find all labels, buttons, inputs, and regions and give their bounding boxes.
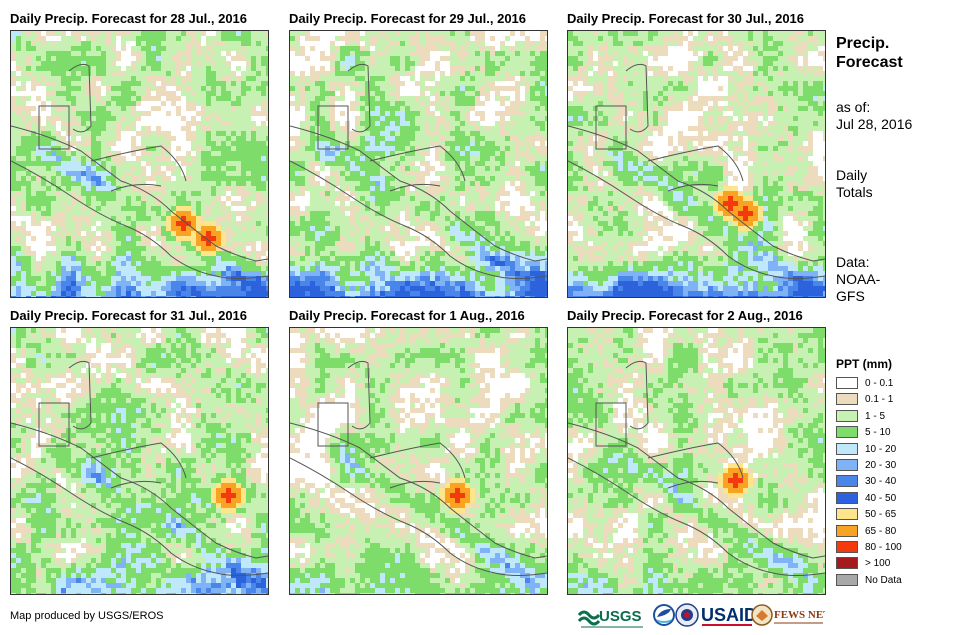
legend-title: PPT (mm) [836, 357, 893, 371]
legend-swatch [836, 377, 858, 389]
precip-map-5 [289, 327, 548, 595]
as-of-block: as of: Jul 28, 2016 [836, 99, 912, 133]
legend-label: 30 - 40 [865, 476, 897, 488]
precip-map-1 [10, 30, 269, 298]
data-source-line1: NOAA- [836, 271, 881, 287]
as-of-date: Jul 28, 2016 [836, 116, 913, 132]
legend-swatch [836, 426, 858, 439]
precip-map-3 [567, 30, 826, 298]
usaid-logo: USAID [701, 605, 757, 626]
legend-swatch [836, 459, 858, 471]
precip-grid [11, 31, 268, 297]
legend-label: 20 - 30 [865, 460, 897, 471]
as-of-label: as of: [836, 99, 871, 115]
panel-title-6: Daily Precip. Forecast for 2 Aug., 2016 [567, 308, 803, 323]
legend-label: 0 - 0.1 [865, 378, 894, 389]
legend-swatch [836, 524, 858, 537]
totals-line1: Daily [836, 167, 868, 183]
legend-label: 1 - 5 [865, 410, 886, 422]
legend-swatch [836, 557, 858, 570]
noaa-logo [653, 604, 675, 626]
legend-swatch [836, 573, 858, 586]
data-source-block: Data: NOAA- GFS [836, 254, 880, 305]
usgs-logo: USGS [577, 608, 643, 628]
legend-swatch [836, 475, 858, 488]
legend-swatch [836, 442, 858, 455]
usaid-seal [675, 603, 699, 627]
totals-line2: Totals [836, 184, 873, 200]
legend-label: 5 - 10 [865, 427, 891, 439]
panel-title-3: Daily Precip. Forecast for 30 Jul., 2016 [567, 11, 805, 26]
fews-net-logo: FEWS NET [751, 604, 825, 626]
totals-block: Daily Totals [836, 167, 873, 201]
precip-map-4 [10, 327, 269, 595]
panel-title-1: Daily Precip. Forecast for 28 Jul., 2016 [10, 11, 248, 26]
legend-label: 10 - 20 [865, 443, 897, 455]
legend-label: 50 - 65 [865, 509, 897, 521]
sidebar-title-line1: Precip. [836, 35, 890, 52]
precip-grid [11, 328, 268, 594]
legend-label: 80 - 100 [865, 542, 902, 553]
legend-swatch [836, 508, 858, 521]
precip-map-6 [567, 327, 826, 595]
panel-title-5: Daily Precip. Forecast for 1 Aug., 2016 [289, 308, 525, 323]
legend-label: 65 - 80 [865, 525, 897, 537]
legend-label: No Data [865, 574, 902, 586]
legend-swatch [836, 491, 858, 504]
data-source-label: Data: [836, 254, 870, 270]
precip-grid [290, 328, 547, 594]
data-source-line2: GFS [836, 288, 865, 304]
legend-label: 40 - 50 [865, 492, 897, 504]
map-credit: Map produced by USGS/EROS [10, 610, 164, 622]
legend-label: > 100 [865, 558, 891, 570]
precip-grid [568, 328, 825, 594]
precip-grid [568, 31, 825, 297]
legend-label: 0.1 - 1 [865, 394, 894, 406]
precip-grid [290, 31, 547, 297]
legend-swatch [836, 409, 858, 422]
sidebar-title-line2: Forecast [836, 54, 903, 71]
precip-map-2 [289, 30, 548, 298]
panel-title-2: Daily Precip. Forecast for 29 Jul., 2016 [289, 11, 527, 26]
legend-swatch [836, 393, 858, 406]
panel-title-4: Daily Precip. Forecast for 31 Jul., 2016 [10, 308, 248, 323]
sidebar-title: Precip. Forecast [836, 34, 903, 72]
legend-swatch [836, 541, 858, 553]
